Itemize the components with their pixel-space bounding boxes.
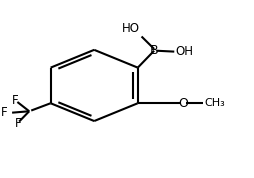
Text: O: O [178,97,188,110]
Text: CH₃: CH₃ [204,98,225,108]
Text: F: F [12,94,19,107]
Text: F: F [1,106,8,119]
Text: F: F [14,117,21,130]
Text: B: B [150,44,158,57]
Text: HO: HO [122,22,140,35]
Text: OH: OH [176,45,194,58]
